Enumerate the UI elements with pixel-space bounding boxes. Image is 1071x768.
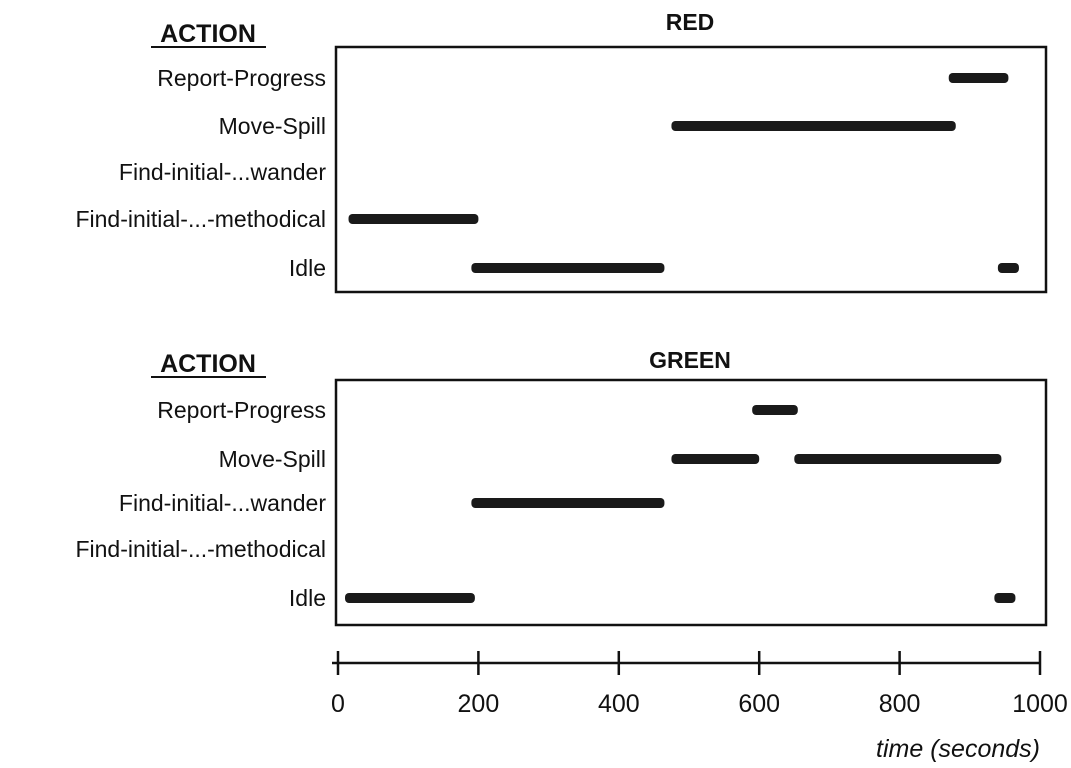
panel-frame bbox=[334, 378, 1048, 627]
panel-title: GREEN bbox=[649, 347, 731, 373]
category-label: Find-initial-...-methodical bbox=[75, 536, 326, 562]
category-label: Report-Progress bbox=[157, 65, 326, 91]
category-label: Move-Spill bbox=[219, 446, 326, 472]
category-label: Idle bbox=[289, 255, 326, 281]
activity-bar bbox=[752, 405, 798, 415]
activity-bar bbox=[671, 454, 760, 464]
x-axis-title: time (seconds) bbox=[876, 735, 1040, 763]
category-label: Find-initial-...wander bbox=[119, 490, 326, 516]
action-heading: ACTION bbox=[160, 20, 256, 48]
activity-bar bbox=[794, 454, 1002, 464]
category-label: Find-initial-...-methodical bbox=[75, 206, 326, 232]
action-heading: ACTION bbox=[160, 350, 256, 378]
activity-bar bbox=[471, 263, 665, 273]
activity-bar bbox=[948, 73, 1009, 83]
x-axis: 0 200 400 600 800 1000 time (seconds) bbox=[331, 651, 1068, 763]
activity-bar bbox=[671, 121, 956, 131]
activity-bar bbox=[348, 214, 479, 224]
x-tick-label: 400 bbox=[598, 690, 640, 718]
x-tick-label: 600 bbox=[738, 690, 780, 718]
category-label: Move-Spill bbox=[219, 113, 326, 139]
category-label: Find-initial-...wander bbox=[119, 159, 326, 185]
x-tick-label: 800 bbox=[879, 690, 921, 718]
activity-bar bbox=[345, 593, 475, 603]
category-label: Idle bbox=[289, 585, 326, 611]
panel-title: RED bbox=[666, 9, 715, 35]
activity-bar bbox=[471, 498, 665, 508]
category-label: Report-Progress bbox=[157, 397, 326, 423]
x-tick-label: 0 bbox=[331, 690, 345, 718]
activity-bar bbox=[994, 593, 1016, 603]
panel-frame bbox=[334, 45, 1048, 294]
panels-group: ACTION RED Report-Progress Move-Spill Find-i… bbox=[75, 9, 1048, 627]
x-tick-label: 200 bbox=[458, 690, 500, 718]
activity-bar bbox=[997, 263, 1019, 273]
panel-red: ACTION RED Report-Progress Move-Spill Find-i… bbox=[75, 9, 1048, 294]
panel-green: ACTION GREEN Report-Progress Move-Spill Find… bbox=[75, 347, 1048, 627]
x-tick-label: 1000 bbox=[1012, 690, 1068, 718]
